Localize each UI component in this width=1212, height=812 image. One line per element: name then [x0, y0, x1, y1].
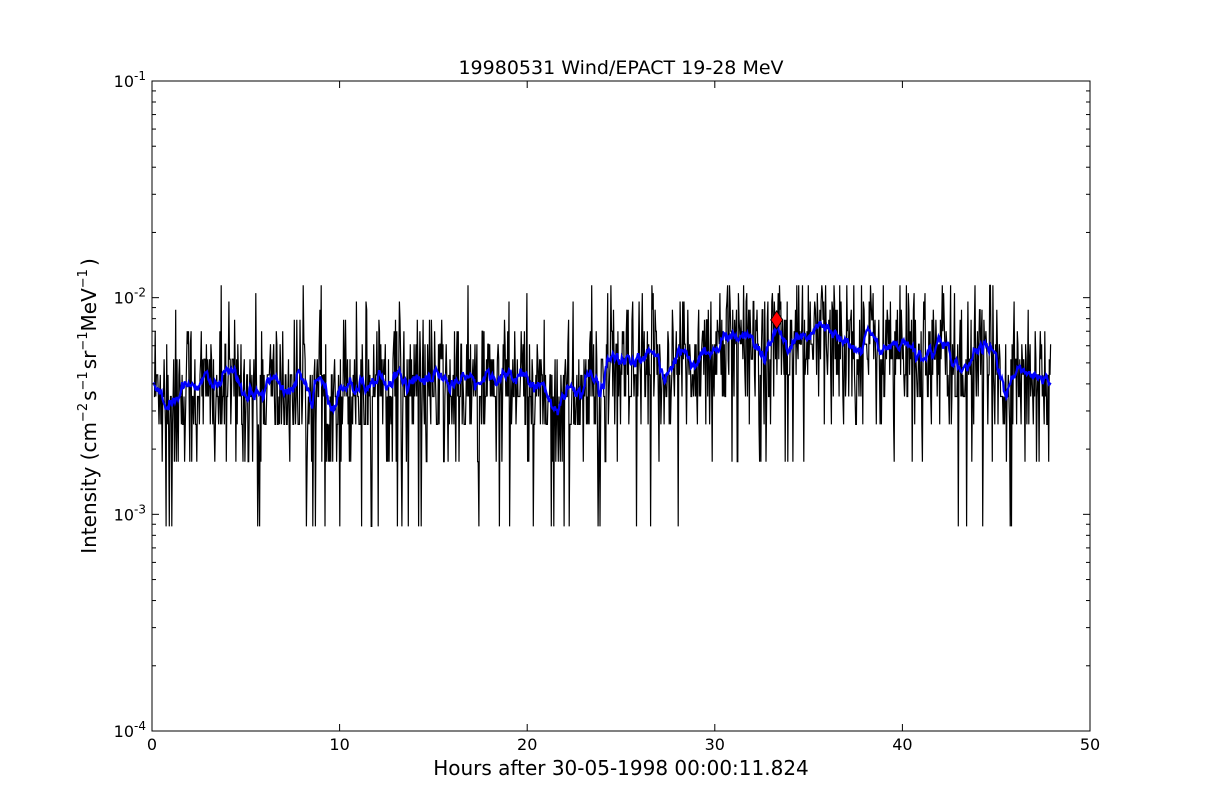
y-tick-label: 10-3: [114, 502, 146, 524]
x-tick-label: 20: [517, 735, 537, 754]
y-tick-exponent: -3: [134, 502, 146, 516]
y-tick-base: 10: [114, 289, 134, 308]
series-layer: [152, 284, 1052, 527]
ticks-layer: [151, 80, 1091, 732]
y-tick-exponent: -4: [134, 719, 146, 733]
x-tick-labels: 0 10 20 30 40 50: [147, 735, 1100, 754]
chart-title: 19980531 Wind/EPACT 19-28 MeV: [458, 57, 783, 79]
y-tick-label: 10-4: [114, 719, 146, 741]
raw-intensity-line: [153, 284, 1052, 527]
plot-frame: [151, 80, 1091, 732]
x-tick-label: 0: [147, 735, 157, 754]
x-tick-label: 50: [1080, 735, 1100, 754]
y-tick-exponent: -1: [134, 69, 146, 83]
y-tick-exponent: -2: [134, 286, 146, 300]
smoothed-intensity-line: [152, 321, 1052, 416]
y-tick-base: 10: [114, 505, 134, 524]
y-tick-base: 10: [114, 722, 134, 741]
y-axis-label: Intensity (cm−2s−1sr−1MeV−1): [76, 258, 101, 554]
y-tick-base: 10: [114, 72, 134, 91]
x-tick-label: 30: [705, 735, 725, 754]
y-tick-label: 10-2: [114, 286, 146, 308]
peak-marker: [770, 309, 784, 330]
y-tick-label: 10-1: [114, 69, 146, 91]
x-axis-label: Hours after 30-05-1998 00:00:11.824: [433, 756, 809, 780]
x-tick-label: 10: [329, 735, 349, 754]
x-tick-label: 40: [892, 735, 912, 754]
y-tick-labels: 10-410-310-210-1: [114, 69, 146, 741]
